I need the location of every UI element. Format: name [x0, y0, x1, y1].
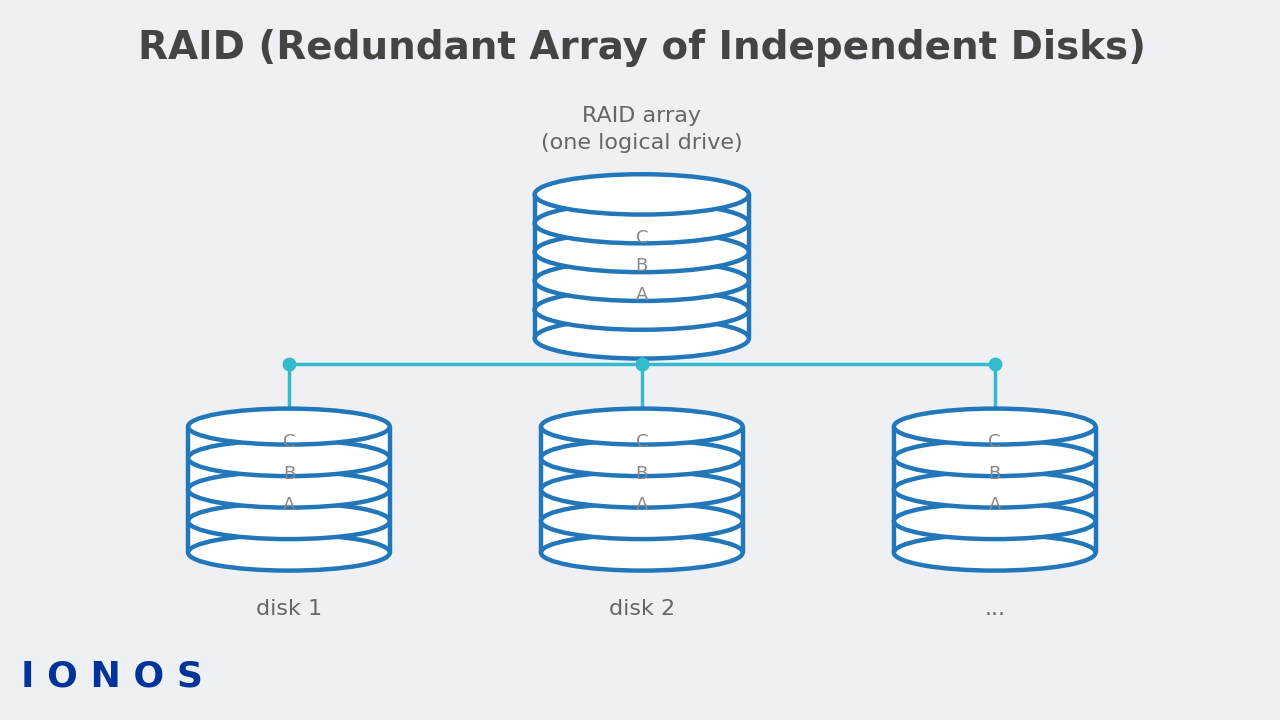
Ellipse shape — [188, 503, 389, 539]
Text: ...: ... — [984, 599, 1005, 619]
Polygon shape — [893, 426, 1096, 553]
Text: RAID array
(one logical drive): RAID array (one logical drive) — [541, 107, 742, 153]
Text: C: C — [636, 433, 648, 451]
Ellipse shape — [893, 440, 1096, 476]
Ellipse shape — [541, 472, 742, 508]
Text: A: A — [636, 496, 648, 514]
Text: B: B — [636, 465, 648, 483]
Ellipse shape — [893, 534, 1096, 570]
Point — [631, 358, 652, 369]
Ellipse shape — [188, 472, 389, 508]
Polygon shape — [541, 426, 742, 553]
Polygon shape — [188, 426, 389, 553]
Ellipse shape — [541, 409, 742, 445]
Ellipse shape — [535, 261, 749, 301]
Text: A: A — [636, 286, 648, 304]
Point — [984, 358, 1005, 369]
Point — [631, 358, 652, 369]
Ellipse shape — [541, 440, 742, 476]
Ellipse shape — [541, 503, 742, 539]
Text: B: B — [988, 465, 1001, 483]
Text: C: C — [636, 229, 648, 247]
Ellipse shape — [535, 232, 749, 272]
Ellipse shape — [188, 440, 389, 476]
Ellipse shape — [535, 174, 749, 215]
Ellipse shape — [893, 472, 1096, 508]
Ellipse shape — [535, 318, 749, 359]
Polygon shape — [535, 194, 749, 338]
Ellipse shape — [535, 289, 749, 330]
Ellipse shape — [188, 409, 389, 445]
Point — [279, 358, 300, 369]
Ellipse shape — [188, 534, 389, 570]
Text: B: B — [283, 465, 296, 483]
Text: I O N O S: I O N O S — [22, 660, 204, 694]
Text: RAID (Redundant Array of Independent Disks): RAID (Redundant Array of Independent Dis… — [138, 29, 1146, 67]
Text: disk 1: disk 1 — [256, 599, 323, 619]
Ellipse shape — [893, 409, 1096, 445]
Text: A: A — [283, 496, 296, 514]
Text: B: B — [636, 258, 648, 276]
Text: C: C — [283, 433, 296, 451]
Ellipse shape — [541, 534, 742, 570]
Text: A: A — [988, 496, 1001, 514]
Ellipse shape — [535, 203, 749, 243]
Text: C: C — [988, 433, 1001, 451]
Ellipse shape — [893, 503, 1096, 539]
Text: disk 2: disk 2 — [609, 599, 675, 619]
